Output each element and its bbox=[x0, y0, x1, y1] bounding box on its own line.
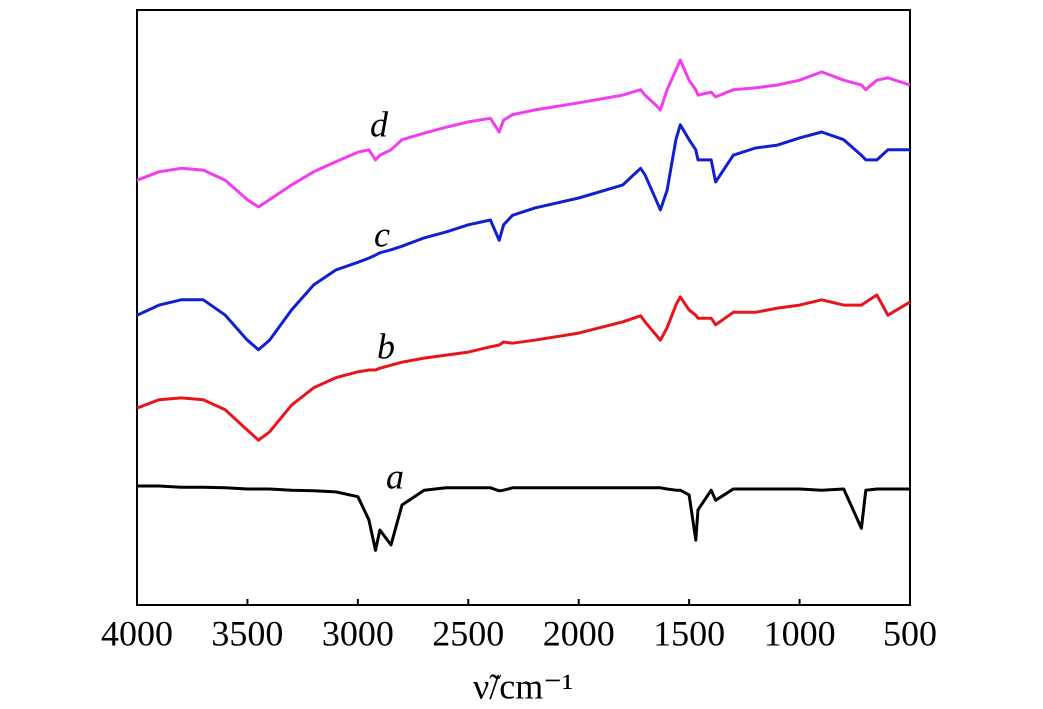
x-tick-label: 2000 bbox=[543, 613, 615, 653]
plot-frame bbox=[136, 9, 911, 606]
spectrum-line bbox=[136, 293, 911, 442]
x-tick-label: 3500 bbox=[211, 613, 283, 653]
x-tick-label: 4000 bbox=[101, 613, 173, 653]
series-label: d bbox=[370, 104, 389, 144]
series-label: a bbox=[386, 456, 404, 496]
spectrum-line bbox=[136, 58, 911, 209]
series-label: b bbox=[377, 326, 395, 366]
x-axis-label: ν̃/cm⁻¹ bbox=[473, 666, 573, 706]
x-tick-label: 3000 bbox=[322, 613, 394, 653]
x-tick-label: 1500 bbox=[653, 613, 725, 653]
spectrum-line bbox=[136, 123, 910, 352]
x-tick-label: 1000 bbox=[764, 613, 836, 653]
spectrum-line bbox=[137, 484, 910, 552]
x-tick-label: 2500 bbox=[432, 613, 504, 653]
series-label: c bbox=[374, 214, 390, 254]
x-tick-label: 500 bbox=[883, 613, 937, 653]
